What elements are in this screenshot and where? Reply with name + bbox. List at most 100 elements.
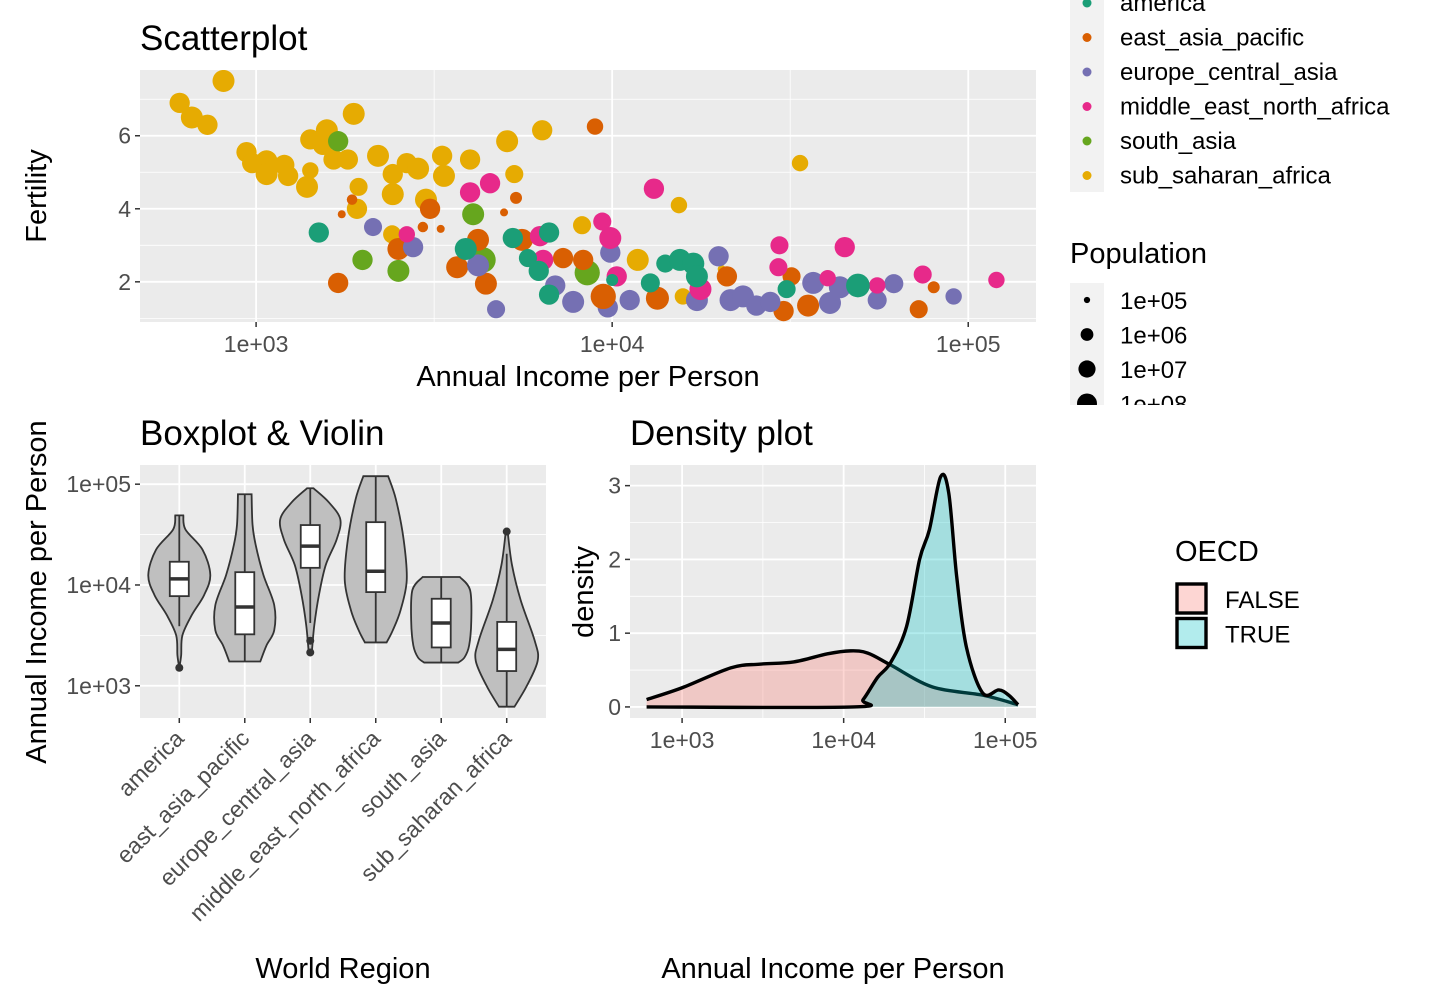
scatter-point-east_asia_pacific <box>645 286 669 310</box>
box-outlier <box>306 648 315 657</box>
scatter-point-east_asia_pacific <box>927 281 940 294</box>
scatter-point-middle_east_north_africa <box>868 277 886 294</box>
legend-size-dot <box>1077 393 1097 405</box>
scatter-point-middle_east_north_africa <box>398 226 416 243</box>
box-sub_saharan_africa <box>496 621 518 672</box>
scatter-point-middle_east_north_africa <box>913 265 932 284</box>
scatter-point-sub_saharan_africa <box>381 183 404 206</box>
legend-key-bg <box>1177 618 1206 648</box>
x-tick-label: 1e+05 <box>973 727 1038 753</box>
scatter-point-america <box>502 227 523 249</box>
legend-item-middle_east_north_africa: middle_east_north_africa <box>1120 94 1390 121</box>
scatter-point-sub_saharan_africa <box>431 145 453 166</box>
scatter-point-sub_saharan_africa <box>277 165 299 187</box>
x-tick-label: 1e+04 <box>580 331 645 357</box>
scatter-point-america <box>518 249 537 268</box>
scatter-point-sub_saharan_africa <box>342 102 365 125</box>
scatter-point-europe_central_asia <box>867 290 887 310</box>
legend-item-europe_central_asia: europe_central_asia <box>1120 59 1338 86</box>
scatter-point-sub_saharan_africa <box>791 154 809 172</box>
legend-size-dot <box>1080 328 1094 341</box>
scatter-point-europe_central_asia <box>818 292 841 315</box>
legend-size-label: 1e+06 <box>1120 323 1187 350</box>
y-tick-label: 1e+04 <box>66 572 131 598</box>
box-outlier <box>306 636 315 645</box>
scatter-point-middle_east_north_africa <box>770 236 789 255</box>
scatter-point-east_asia_pacific <box>797 294 820 317</box>
population-legend-title: Population <box>1070 238 1207 270</box>
scatter-point-sub_saharan_africa <box>382 163 403 185</box>
scatter-point-east_asia_pacific <box>417 221 429 233</box>
scatter-point-south_asia <box>462 203 485 226</box>
box-outlier <box>502 527 511 536</box>
scatter-point-sub_saharan_africa <box>212 70 235 92</box>
scatter-point-america <box>528 260 549 282</box>
scatter-point-sub_saharan_africa <box>459 149 481 170</box>
y-tick-label: 2 <box>118 269 131 295</box>
y-tick-label: 1e+05 <box>66 471 131 497</box>
y-tick-label: 1 <box>608 620 621 646</box>
scatter-point-south_asia <box>327 131 349 152</box>
legend-key-dot <box>1082 136 1092 146</box>
scatter-point-sub_saharan_africa <box>337 149 359 170</box>
legend-key-bg <box>1070 0 1104 192</box>
scatter-point-east_asia_pacific <box>590 283 616 310</box>
scatter-point-sub_saharan_africa <box>197 114 218 135</box>
y-tick-label: 2 <box>608 546 621 572</box>
y-tick-label: 1e+03 <box>66 673 131 699</box>
scatter-point-middle_east_north_africa <box>479 173 501 194</box>
legend-key-bg <box>1177 584 1206 613</box>
scatter-point-europe_central_asia <box>884 274 904 294</box>
legend-key-dot <box>1082 171 1092 180</box>
scatter-point-sub_saharan_africa <box>255 163 278 186</box>
density-line-false <box>646 649 1019 707</box>
legend-key-dot <box>1082 67 1092 77</box>
legend-size-dot <box>1083 296 1091 304</box>
scatter-point-america <box>308 222 329 243</box>
scatter-point-america <box>846 273 870 298</box>
scatter-point-sub_saharan_africa <box>169 92 190 114</box>
scatter-point-europe_central_asia <box>708 246 729 267</box>
x-tick-label: 1e+05 <box>936 331 1001 357</box>
boxplot-y-title: Annual Income per Person <box>21 420 53 763</box>
boxplot-title: Boxplot & Violin <box>140 414 385 453</box>
scatter-point-sub_saharan_africa <box>367 144 390 167</box>
scatter-point-east_asia_pacific <box>500 208 509 217</box>
x-tick-label: 1e+03 <box>224 331 289 357</box>
scatter-point-east_asia_pacific <box>510 191 523 204</box>
scatter-point-sub_saharan_africa <box>532 120 553 141</box>
density-y-title: density <box>568 546 600 638</box>
legend-item-sub_saharan_africa: sub_saharan_africa <box>1120 163 1331 190</box>
scatter-point-east_asia_pacific <box>327 272 349 294</box>
y-tick-label: 4 <box>118 196 131 222</box>
scatter-point-sub_saharan_africa <box>312 134 334 156</box>
legend-region-population: america east_asia_pacific europe_central_a… <box>1070 0 1390 419</box>
density-x-title: Annual Income per Person <box>661 953 1004 985</box>
scatter-point-america <box>685 265 708 288</box>
scatter-point-sub_saharan_africa <box>349 177 368 196</box>
density-background <box>630 465 1036 718</box>
box-middle_east_north_africa <box>365 521 387 593</box>
scatter-panel: 1e+03 1e+04 1e+05 2 4 6 <box>118 70 1036 357</box>
legend-item-true: TRUE <box>1225 622 1290 649</box>
scatter-point-east_asia_pacific <box>573 249 594 271</box>
scatter-point-middle_east_north_africa <box>459 182 481 203</box>
scatter-point-europe_central_asia <box>945 288 962 305</box>
legend-size-label: 1e+05 <box>1120 288 1187 315</box>
scatter-point-sub_saharan_africa <box>180 106 203 129</box>
scatter-point-america <box>538 222 560 243</box>
scatter-point-east_asia_pacific <box>419 198 441 219</box>
scatter-point-east_asia_pacific <box>586 118 604 135</box>
legend-item-east_asia_pacific: east_asia_pacific <box>1120 25 1304 52</box>
x-tick-label: 1e+03 <box>650 727 715 753</box>
scatter-point-middle_east_north_africa <box>643 178 665 199</box>
y-tick-label: 0 <box>608 694 621 720</box>
scatter-point-europe_central_asia <box>802 271 825 294</box>
legend-key-false <box>1175 582 1208 615</box>
scatter-point-east_asia_pacific <box>436 224 445 233</box>
legend-size-label: 1e+08 <box>1120 392 1187 419</box>
legend-size-label: 1e+07 <box>1120 357 1187 384</box>
density-line-true <box>646 472 1020 710</box>
scatter-point-east_asia_pacific <box>909 300 928 319</box>
